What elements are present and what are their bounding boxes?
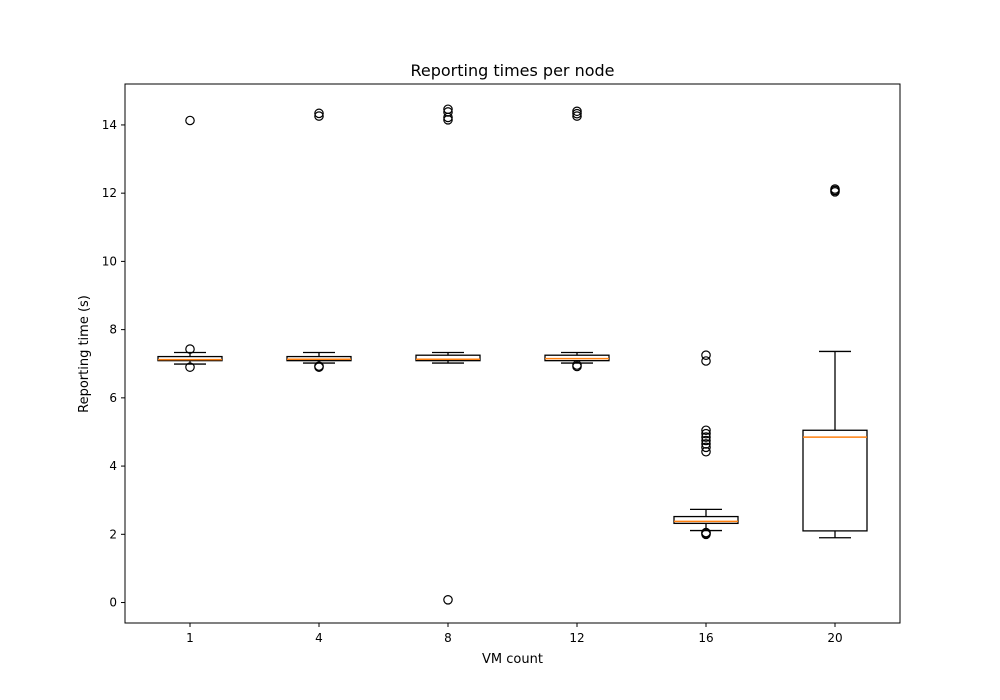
y-tick-label: 12: [102, 186, 117, 200]
outlier-point: [572, 108, 582, 119]
outlier-point: [185, 115, 195, 126]
outlier-point: [185, 362, 195, 372]
box-group-1: [157, 115, 223, 372]
x-tick-label: 4: [315, 631, 323, 645]
y-axis-label: Reporting time (s): [77, 295, 92, 413]
outlier-point: [701, 350, 711, 361]
y-axis: 0 2 4 6 8 10 12 14: [102, 118, 125, 610]
plot-frame: [124, 83, 901, 624]
y-tick-label: 6: [109, 391, 117, 405]
outlier-point: [701, 432, 711, 442]
outlier-point: [443, 595, 453, 605]
iqr-box: [673, 515, 739, 525]
outlier-point: [830, 184, 840, 194]
iqr-box: [415, 354, 481, 362]
outlier-point: [314, 361, 324, 371]
x-axis-label: VM count: [482, 652, 543, 667]
y-tick-label: 0: [109, 596, 117, 610]
outlier-point: [701, 428, 711, 439]
plot-area: [157, 104, 868, 605]
outlier-point: [314, 108, 324, 119]
outlier-point: [185, 344, 195, 354]
box-group-12: [544, 106, 610, 372]
outlier-point: [701, 527, 711, 538]
outlier-point: [314, 111, 324, 121]
y-tick-label: 14: [102, 118, 117, 132]
x-tick-label: 8: [444, 631, 452, 645]
outlier-point: [701, 356, 711, 366]
iqr-box: [157, 355, 223, 362]
y-tick-label: 8: [109, 323, 117, 337]
y-tick-label: 2: [109, 527, 117, 541]
x-axis: 1 4 8 12 16 20: [186, 623, 843, 645]
iqr-box: [802, 429, 868, 532]
box-group-8: [415, 104, 481, 605]
y-tick-label: 4: [109, 459, 117, 473]
outlier-point: [443, 107, 453, 117]
chart-title: Reporting times per node: [410, 61, 614, 80]
outlier-point: [701, 439, 711, 449]
outlier-point: [443, 104, 453, 115]
outlier-point: [572, 111, 582, 121]
box-group-4: [286, 108, 352, 372]
outlier-point: [572, 360, 582, 370]
outlier-point: [701, 435, 711, 446]
outlier-point: [701, 442, 711, 453]
x-tick-label: 16: [698, 631, 713, 645]
outlier-point: [701, 425, 711, 436]
box-group-16: [673, 350, 739, 540]
box-group-20: [802, 184, 868, 539]
x-tick-label: 1: [186, 631, 194, 645]
outlier-point: [572, 106, 582, 117]
x-tick-label: 20: [827, 631, 842, 645]
x-tick-label: 12: [569, 631, 584, 645]
y-tick-label: 10: [102, 254, 117, 268]
